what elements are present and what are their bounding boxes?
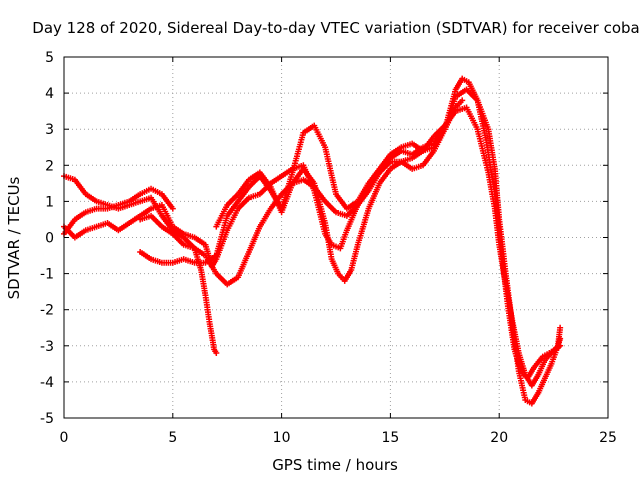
y-tick-label: -5	[40, 411, 54, 427]
y-tick-label: 3	[45, 122, 54, 138]
series-trail	[214, 99, 464, 228]
y-tick-label: -2	[40, 303, 54, 319]
series-1	[61, 173, 220, 357]
series-6	[213, 97, 466, 230]
x-axis-label: GPS time / hours	[272, 456, 398, 474]
x-tick-label: 20	[490, 430, 508, 446]
y-tick-label: 2	[45, 158, 54, 174]
y-tick-label: -1	[40, 267, 54, 283]
grid	[64, 57, 608, 418]
y-tick-label: 4	[45, 86, 54, 102]
x-tick-label: 10	[273, 430, 291, 446]
y-tick-label: 5	[45, 50, 54, 66]
y-tick-label: -4	[40, 375, 54, 391]
series-trail	[62, 186, 175, 236]
data-points	[61, 75, 564, 407]
y-tick-label: 0	[45, 231, 54, 247]
x-tick-label: 0	[60, 430, 69, 446]
chart-title: Day 128 of 2020, Sidereal Day-to-day VTE…	[32, 19, 639, 37]
y-axis-label: SDTVAR / TECUs	[5, 176, 23, 299]
x-tick-label: 15	[381, 430, 399, 446]
series-2	[61, 185, 176, 237]
y-tick-label: -3	[40, 339, 54, 355]
x-tick-label: 25	[599, 430, 617, 446]
y-tick-label: 1	[45, 194, 54, 210]
x-tick-label: 5	[168, 430, 177, 446]
